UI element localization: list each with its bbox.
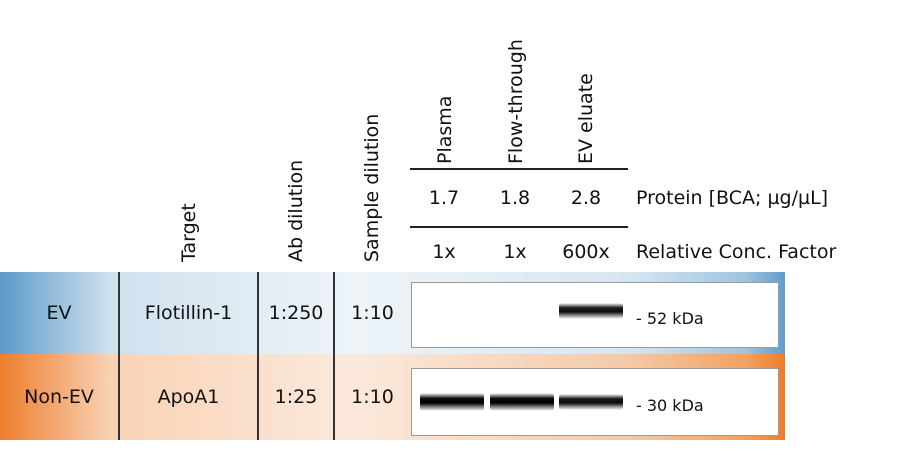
factor-label: Relative Conc. Factor [636,241,837,263]
sample-dilution-column-header: Sample dilution [361,113,383,262]
band-ev-lane-3 [559,303,623,319]
header-rule-middle [410,226,628,228]
target-column-header: Target [178,203,200,262]
blot-panel-non-ev [411,368,779,436]
sample-header-ev-eluate: EV eluate [575,73,597,164]
target-flotillin-1: Flotillin-1 [144,302,233,324]
header-rule-top [410,168,628,170]
factor-ev-eluate: 600x [562,241,610,263]
factor-plasma: 1x [432,241,456,263]
separator-group-target [118,272,120,440]
band-non-ev-lane-1 [420,393,484,411]
target-apoa1: ApoA1 [157,386,220,408]
sample-header-flow-through: Flow-through [505,39,527,164]
protein-flow-through: 1.8 [499,187,531,209]
protein-plasma: 1.7 [428,187,460,209]
band-non-ev-lane-3 [559,393,623,411]
protein-ev-eluate: 2.8 [570,187,602,209]
sample-header-plasma: Plasma [434,95,456,164]
separator-target-ab [257,272,259,440]
band-non-ev-lane-2 [490,393,554,411]
separator-ab-sample [333,272,335,440]
sample-dilution-non-ev: 1:10 [351,386,394,408]
blot-panel-ev [411,282,779,348]
ab-dilution-ev: 1:250 [268,302,324,324]
ab-dilution-non-ev: 1:25 [274,386,318,408]
marker-30-kda: - 30 kDa [636,396,704,415]
group-label-non-ev: Non-EV [24,386,94,408]
group-label-ev: EV [46,302,72,324]
sample-dilution-ev: 1:10 [351,302,394,324]
factor-flow-through: 1x [503,241,527,263]
marker-52-kda: - 52 kDa [636,309,704,328]
ab-dilution-column-header: Ab dilution [285,159,307,262]
protein-label: Protein [BCA; µg/µL] [636,187,829,209]
